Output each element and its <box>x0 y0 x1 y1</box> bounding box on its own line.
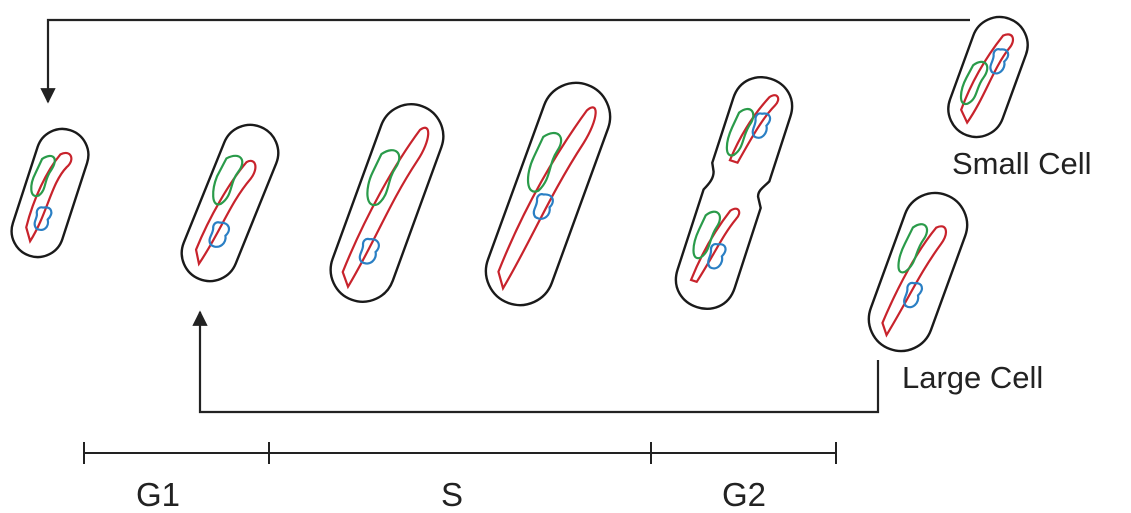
phase-label-g2: G2 <box>722 476 767 513</box>
phase-label-s: S <box>441 476 464 513</box>
cell-newborn <box>10 127 90 259</box>
cell-g1 <box>180 123 280 283</box>
large-cell <box>867 191 969 353</box>
cell-s-early <box>329 103 445 303</box>
small-cell-return-arrow <box>40 18 970 104</box>
large-cell-return-arrow <box>192 310 880 414</box>
small-cell-label: Small Cell <box>952 146 1092 181</box>
phase-label-g1: G1 <box>136 476 181 513</box>
cell-s-late <box>484 81 612 307</box>
small-cell <box>947 15 1029 139</box>
large-cell-label: Large Cell <box>902 360 1044 395</box>
cell-g2 <box>674 76 794 310</box>
